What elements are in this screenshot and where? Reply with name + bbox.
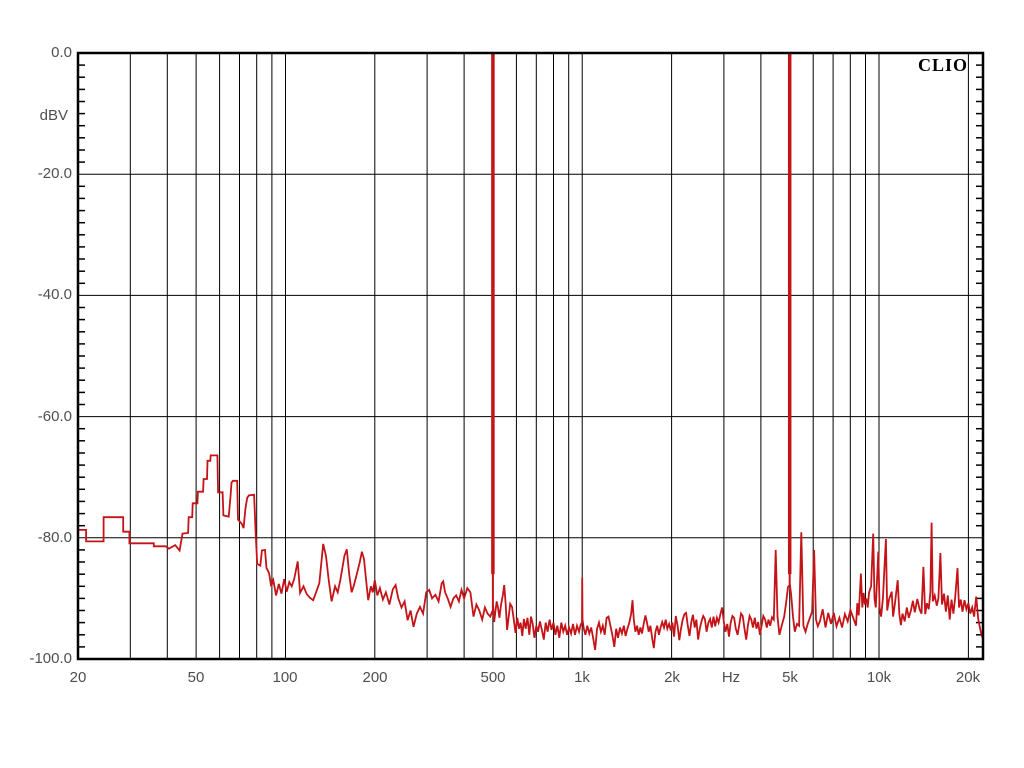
plot-border: [76, 51, 985, 661]
x-tick-label: 20: [69, 669, 87, 686]
y-tick-label: -20.0: [37, 165, 72, 182]
x-tick-label: 10k: [866, 669, 892, 686]
y-tick-label: -100.0: [29, 650, 72, 667]
x-tick-label: 20k: [955, 669, 981, 686]
x-tick-label: 50: [187, 669, 205, 686]
x-tick-label: 200: [362, 669, 388, 686]
y-tick-label: -40.0: [37, 286, 72, 303]
y-tick-label: 0.0: [51, 44, 72, 61]
x-tick-label: 100: [272, 669, 298, 686]
x-tick-label: 1k: [574, 669, 590, 686]
x-tick-label: 2k: [664, 669, 680, 686]
x-tick-label: 500: [480, 669, 506, 686]
y-tick-label: -80.0: [37, 529, 72, 546]
x-tick-label: 5k: [782, 669, 798, 686]
x-axis-unit-label: Hz: [721, 669, 741, 686]
spectrum-trace: [78, 52, 984, 651]
y-tick-label: -60.0: [37, 408, 72, 425]
y-axis-unit-label: dBV: [39, 107, 68, 124]
clio-logo: CLIO: [917, 55, 968, 75]
